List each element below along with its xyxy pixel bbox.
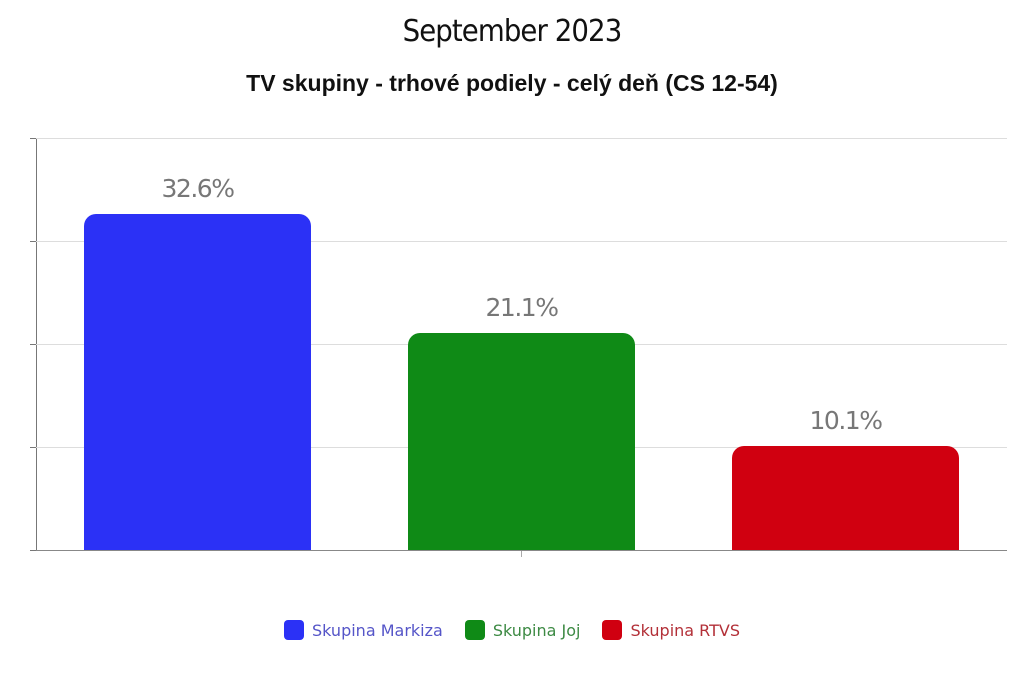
legend: Skupina Markiza Skupina Joj Skupina RTVS (0, 620, 1024, 640)
legend-item[interactable]: Skupina RTVS (602, 620, 740, 640)
x-axis-tick (521, 551, 522, 557)
y-axis-tick (30, 138, 36, 139)
chart-subtitle: TV skupiny - trhové podiely - celý deň (… (246, 70, 778, 96)
y-axis-tick (30, 550, 36, 551)
gridline (36, 241, 1007, 242)
chart-title: September 2023 (402, 14, 623, 49)
plot-area: 32.6% 21.1% 10.1% (30, 138, 1007, 557)
legend-item[interactable]: Skupina Joj (464, 620, 581, 640)
legend-swatch-icon (284, 620, 304, 640)
legend-label: Skupina Markiza (312, 620, 443, 640)
bar-skupina-joj[interactable] (408, 332, 635, 550)
x-axis (36, 550, 1007, 551)
bar-value-label: 21.1% (485, 292, 559, 322)
bar-value-label: 10.1% (809, 405, 883, 435)
legend-item[interactable]: Skupina Markiza (284, 620, 443, 640)
legend-label: Skupina Joj (492, 620, 581, 640)
y-axis-tick (30, 241, 36, 242)
legend-swatch-icon (464, 620, 485, 640)
bar-skupina-rtvs[interactable] (732, 445, 959, 550)
y-axis-tick (30, 344, 36, 345)
gridline (36, 138, 1007, 139)
bar-value-label: 32.6% (161, 174, 235, 204)
bar-skupina-markiza[interactable] (84, 214, 311, 550)
y-axis-tick (30, 447, 36, 448)
legend-swatch-icon (602, 620, 623, 640)
legend-label: Skupina RTVS (630, 620, 740, 640)
